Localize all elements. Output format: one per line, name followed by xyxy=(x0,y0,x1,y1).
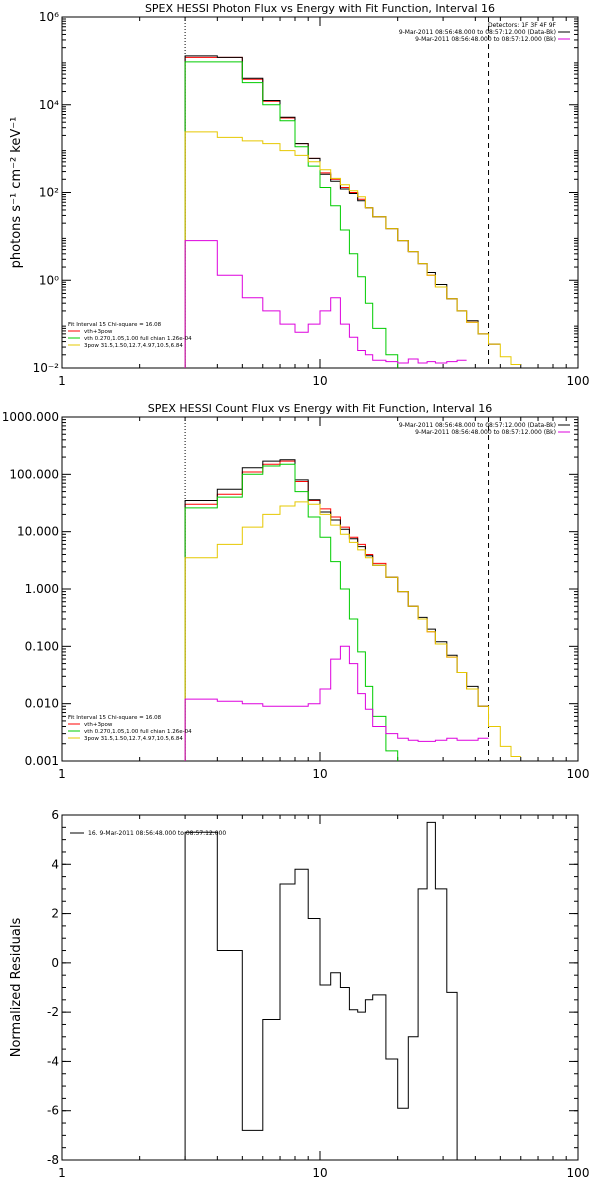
series-group xyxy=(184,55,521,368)
series-line xyxy=(184,459,501,761)
legend-top-right-entry: 9-Mar-2011 08:56:48.000 to 08:57:12.000 … xyxy=(399,422,556,429)
chart-panel: SPEX HESSI Count Flux vs Energy with Fit… xyxy=(2,402,590,781)
chart-panel: SPEX HESSI Photon Flux vs Energy with Fi… xyxy=(9,2,590,388)
y-tick-label: -8 xyxy=(47,1153,59,1167)
x-tick-label: 100 xyxy=(567,1166,590,1180)
x-tick-label: 1 xyxy=(58,767,66,781)
y-tick-label: 10⁰ xyxy=(39,273,59,287)
legend-bottom-left-entry: vth+3pow xyxy=(84,329,113,335)
y-tick-label: 6 xyxy=(51,808,59,822)
series-line xyxy=(184,821,458,1160)
x-tick-label: 100 xyxy=(567,374,590,388)
y-tick-label: 0.100 xyxy=(25,639,59,653)
y-tick-label: 2 xyxy=(51,907,59,921)
chart-title: SPEX HESSI Count Flux vs Energy with Fit… xyxy=(148,402,492,415)
y-tick-label: 0 xyxy=(51,956,59,970)
series-line xyxy=(184,61,399,368)
series-line xyxy=(184,460,501,761)
y-tick-label: 10² xyxy=(39,186,59,200)
y-axis-label: Normalized Residuals xyxy=(9,918,24,1058)
series-line xyxy=(184,55,501,368)
x-tick-label: 10 xyxy=(312,374,327,388)
chart-title: SPEX HESSI Photon Flux vs Energy with Fi… xyxy=(145,2,495,15)
y-tick-label: -4 xyxy=(47,1054,59,1068)
legend-top-right-entry: 9-Mar-2011 08:56:48.000 to 08:57:12.000 … xyxy=(415,429,556,436)
series-line xyxy=(184,131,521,368)
y-tick-label: 0.010 xyxy=(25,697,59,711)
y-tick-label: 100.000 xyxy=(9,467,59,481)
legend-bottom-left-entry: 3pow 31.5,1.50,12.7,4.97,10.5,6.84 xyxy=(84,736,183,742)
y-tick-label: 10.000 xyxy=(17,525,59,539)
series-line xyxy=(184,501,521,761)
legend-bottom-left-entry: 3pow 31.5,1.50,12.7,4.97,10.5,6.84 xyxy=(84,343,183,349)
y-tick-label: 10⁻² xyxy=(33,361,60,375)
y-tick-label: 0.001 xyxy=(25,754,59,768)
y-tick-label: 1.000 xyxy=(25,582,59,596)
legend-bottom-left-entry: Fit Interval 15 Chi-square = 16.08 xyxy=(68,715,162,721)
series-group xyxy=(184,821,458,1160)
legend-top-right-entry: 9-Mar-2011 08:56:48.000 to 08:57:12.000 … xyxy=(415,36,556,43)
series-line xyxy=(184,463,399,761)
y-tick-label: 4 xyxy=(51,857,59,871)
plot-frame xyxy=(61,416,579,762)
legend-bottom-left-entry: vth 0.270,1.05,1.00 full chian 1.26e-04 xyxy=(84,336,192,342)
legend-bottom-left-entry: Fit Interval 15 Chi-square = 16.08 xyxy=(68,322,162,328)
x-tick-label: 10 xyxy=(312,1166,327,1180)
legend-bottom-left-entry: vth+3pow xyxy=(84,722,113,728)
series-line xyxy=(184,240,467,368)
x-tick-label: 1 xyxy=(58,374,66,388)
series-line xyxy=(184,645,489,761)
legend-top-right-entry: 9-Mar-2011 08:56:48.000 to 08:57:12.000 … xyxy=(399,29,556,36)
legend-top-right-entry: Detectors: 1F 3F 4F 9F xyxy=(488,22,557,29)
chart-panel: 1 10 100 -8 -6 -4 -2 0 2 4 6 Normalized Residuals 16… xyxy=(9,808,589,1180)
x-tick-label: 100 xyxy=(567,767,590,781)
series-line xyxy=(184,56,501,368)
y-axis-label: photons s⁻¹ cm⁻² keV⁻¹ xyxy=(9,117,24,269)
y-tick-label: 10⁴ xyxy=(39,98,59,112)
series-group xyxy=(184,459,521,761)
y-tick-label: -2 xyxy=(47,1005,59,1019)
legend-top-left-entry: 16. 9-Mar-2011 08:56:48.000 to 08:57:12.… xyxy=(88,830,226,837)
y-tick-label: 1000.000 xyxy=(2,410,59,424)
x-tick-label: 10 xyxy=(312,767,327,781)
x-tick-label: 1 xyxy=(58,1166,66,1180)
y-tick-label: 10⁶ xyxy=(39,10,59,24)
legend-bottom-left-entry: vth 0.270,1.05,1.00 full chian 1.26e-04 xyxy=(84,729,192,735)
plot-frame xyxy=(61,814,579,1161)
y-tick-label: -6 xyxy=(47,1104,59,1118)
